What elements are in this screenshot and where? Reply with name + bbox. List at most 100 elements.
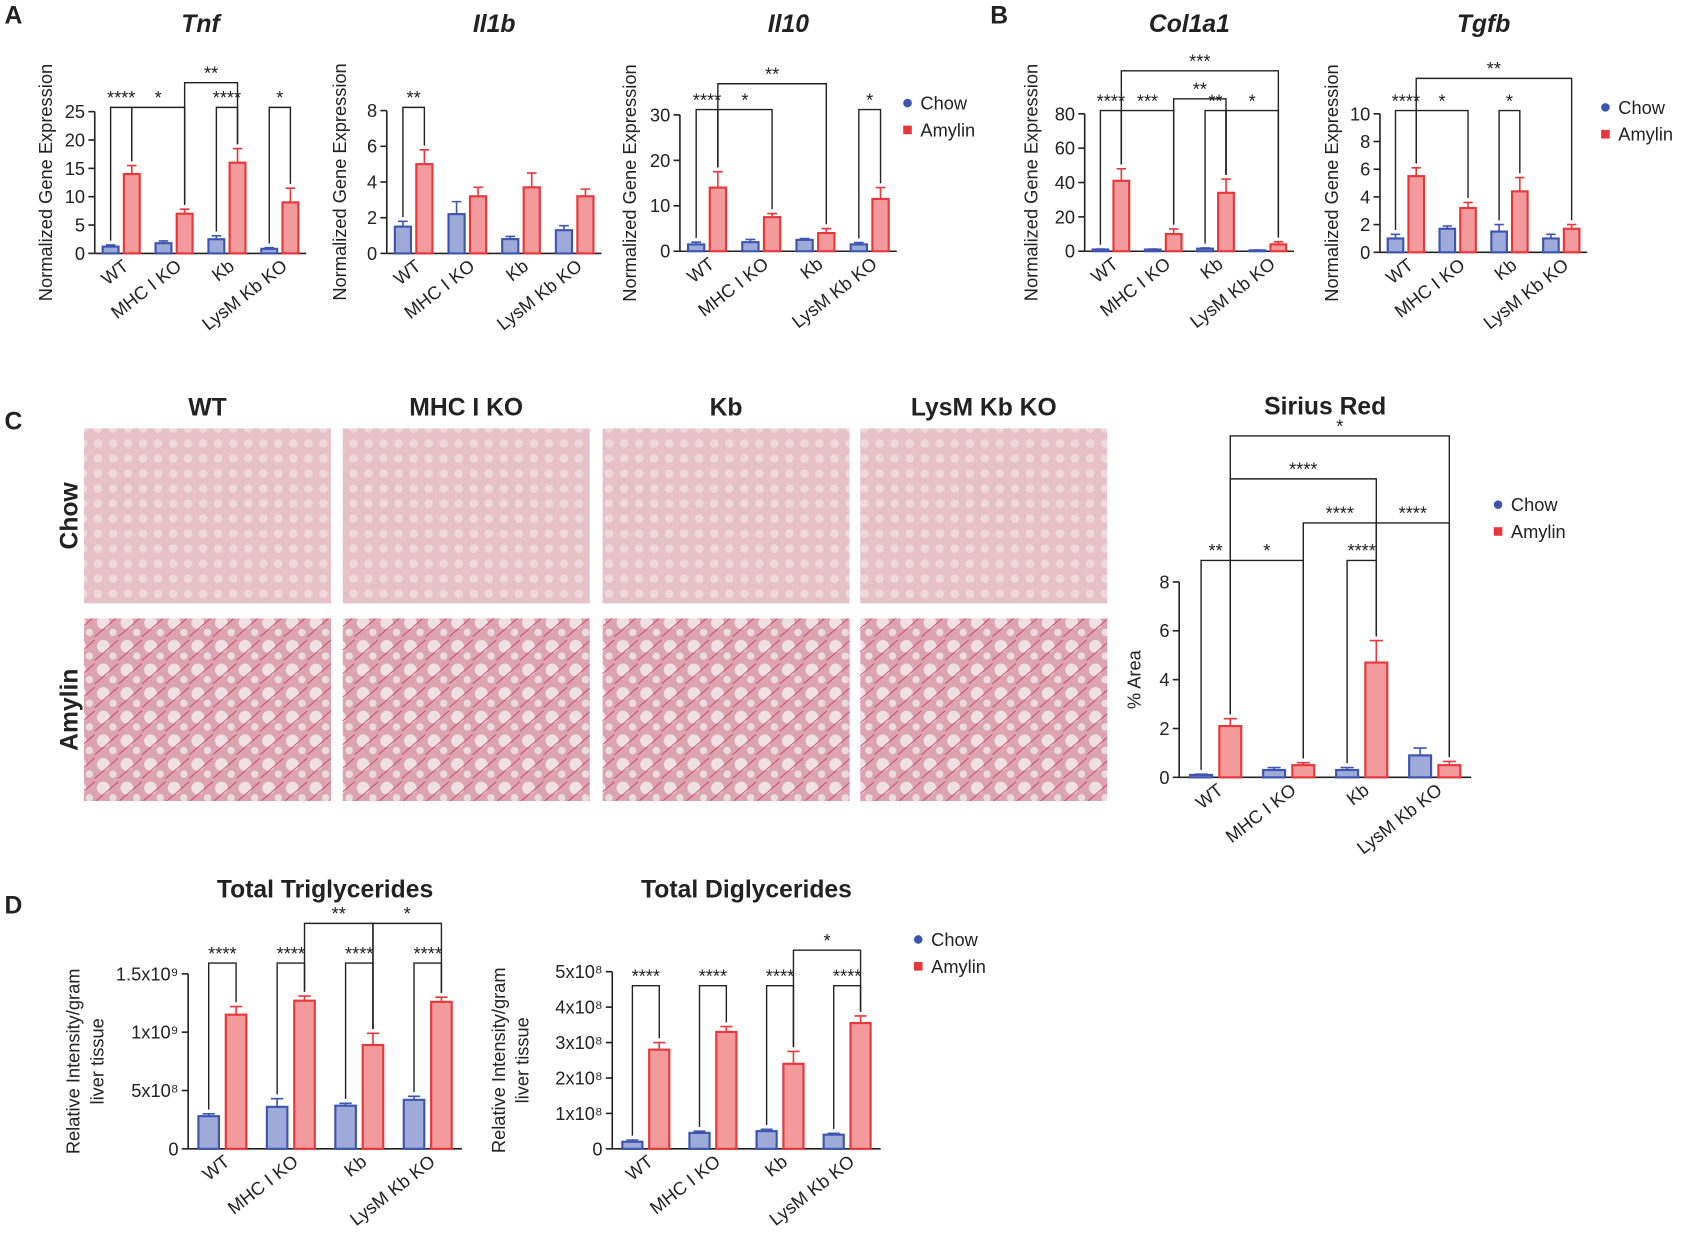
error-bar [1390,233,1401,239]
bar [1164,232,1183,253]
y-tick-label: 5x10⁸ [555,961,602,982]
significance-label: **** [1347,540,1375,561]
micrograph [860,428,1108,604]
error-bar [799,237,810,240]
bar [715,1030,738,1150]
panel-label: B [990,3,1008,30]
bar [849,243,869,253]
y-tick-label: 8 [367,100,377,121]
significance-label: ** [1487,58,1501,79]
bar [265,1105,289,1150]
significance-bracket [858,108,882,239]
error-bar [827,1132,840,1135]
significance-label: * [866,89,873,110]
y-tick-label: 0 [592,1138,602,1159]
bar [1262,768,1287,779]
panel-label: A [5,3,23,30]
legend-marker [1601,129,1610,139]
chart-title: Il1b [473,11,516,38]
chart: Total Triglycerides Relative Intensity/gr… [63,877,462,1230]
x-tick-label: Kb [1196,253,1227,283]
bar [224,1013,248,1150]
y-tick-label: 15 [65,158,85,179]
y-tick-label: 8 [1159,571,1169,592]
significance-label: **** [345,943,373,964]
error-bar [1442,225,1452,229]
y-tick-label: 4 [367,171,377,192]
x-tick-label: WT [683,253,718,287]
legend-label: Amylin [931,956,986,977]
error-bar [1148,248,1158,250]
y-tick-label: 10 [1350,103,1370,124]
y-tick-label: 0 [1065,241,1075,262]
error-bar [559,224,569,231]
bar [361,1043,385,1150]
y-tick-label: 0 [168,1138,178,1159]
error-bar [580,188,591,197]
bar [1510,190,1529,254]
y-axis-label: % Area [1124,649,1145,709]
error-bar [1273,240,1284,245]
chart-title: Tgfb [1457,11,1510,38]
bar [501,238,520,255]
significance-bracket [1498,109,1521,221]
significance-label: *** [1189,51,1210,72]
y-tick-label: 6 [367,136,377,157]
error-bar [1095,248,1106,250]
bar [1218,724,1243,779]
bar [1438,227,1457,254]
x-tick-label: WT [1382,254,1417,288]
bar [1490,230,1508,254]
error-bar [1267,766,1281,771]
x-tick-label: WT [389,255,424,289]
bar [755,1130,778,1150]
significance-label: ** [1193,79,1207,100]
legend-label: Amylin [920,119,975,140]
bar [1408,754,1433,779]
significance-bracket [372,922,443,1030]
significance-label: **** [833,965,861,986]
x-tick-label: WT [1191,779,1226,813]
legend-marker [913,962,923,971]
column-title: WT [188,395,226,422]
bar [402,1098,426,1150]
significance-label: **** [632,965,660,986]
y-axis-label: Normalized Gene Expression [619,64,640,301]
bar [260,247,279,255]
y-tick-label: 1x10⁹ [131,1022,178,1043]
y-tick-label: 2 [367,207,377,228]
error-bar [298,995,311,1001]
error-bar [1411,167,1421,177]
legend-marker [1601,103,1610,112]
significance-label: **** [766,965,794,986]
y-tick-label: 5x10⁸ [131,1080,178,1101]
y-tick-label: 2 [1360,214,1370,235]
bar [122,172,141,255]
significance-label: ** [407,87,421,108]
x-tick-label: WT [97,255,132,289]
bar [817,231,836,253]
bar [1364,661,1389,779]
micrograph [602,428,850,604]
error-bar [875,186,886,199]
error-bar [767,212,777,218]
y-tick-label: 4 [1159,669,1169,690]
error-bar [473,186,483,197]
legend-marker [913,935,923,944]
error-bar [202,1113,215,1117]
significance-label: **** [693,89,721,110]
significance-label: * [823,930,830,951]
error-bar [720,1025,733,1032]
significance-label: * [276,87,283,108]
bar [415,163,434,255]
x-tick-label: MHC I KO [646,1150,724,1218]
significance-label: * [404,903,411,924]
bar [621,1140,644,1150]
significance-label: **** [1392,90,1420,111]
bar [1112,179,1131,253]
significance-bracket [1120,70,1280,238]
y-axis-label: liver tissue [512,1017,533,1103]
error-bar [505,235,516,240]
error-bar [1494,223,1504,232]
